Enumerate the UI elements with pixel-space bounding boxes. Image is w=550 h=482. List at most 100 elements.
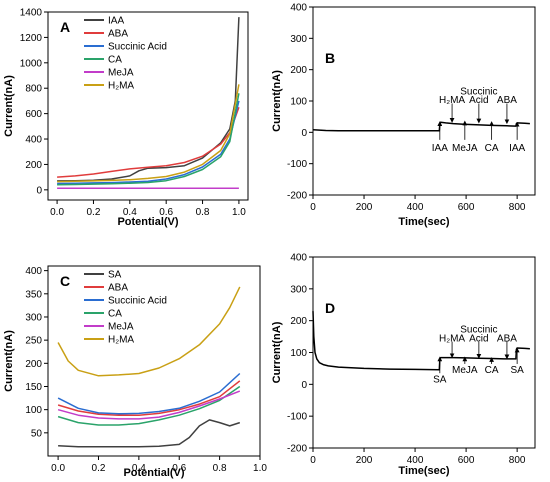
annotation-label: Acid	[469, 95, 488, 106]
y-tick-label: 1200	[20, 33, 43, 44]
y-tick-label: 0	[36, 185, 42, 196]
panel-label: D	[325, 300, 335, 316]
legend-entry: SA	[108, 270, 122, 281]
x-tick-label: 0.0	[50, 207, 64, 218]
x-tick-label: 800	[509, 455, 526, 466]
x-axis-label: Potential(V)	[123, 467, 184, 479]
y-tick-label: 200	[290, 65, 307, 76]
y-tick-label: 400	[25, 266, 42, 277]
y-tick-label: 400	[290, 253, 307, 264]
y-tick-label: 150	[25, 382, 42, 393]
x-axis-label: Potential(V)	[117, 216, 178, 228]
legend-entry: ABA	[108, 283, 128, 294]
y-tick-label: 250	[25, 336, 42, 347]
plot-frame	[312, 256, 536, 449]
x-tick-label: 0	[310, 202, 316, 213]
y-tick-label: -100	[287, 159, 307, 170]
x-tick-label: 0.4	[132, 463, 146, 474]
plot-frame	[47, 11, 249, 201]
x-tick-label: 200	[356, 202, 373, 213]
y-tick-label: 400	[25, 135, 42, 146]
y-axis-label: Current(nA)	[3, 75, 15, 137]
annotation-label: Succinic	[460, 324, 497, 335]
x-axis-label: Time(sec)	[398, 216, 449, 228]
y-tick-label: 200	[25, 160, 42, 171]
y-tick-label: 100	[290, 97, 307, 108]
y-tick-label: 1400	[20, 8, 43, 19]
x-tick-label: 1.0	[232, 207, 246, 218]
x-axis-label: Time(sec)	[398, 465, 449, 477]
legend-entry: CA	[108, 309, 122, 320]
y-tick-label: -100	[287, 412, 307, 423]
x-tick-label: 0.4	[123, 207, 137, 218]
x-tick-label: 600	[458, 455, 475, 466]
y-tick-label: 100	[290, 348, 307, 359]
legend-entry: ABA	[108, 29, 128, 40]
legend-entry: H₂MA	[108, 81, 134, 92]
x-tick-label: 0.8	[196, 207, 210, 218]
legend-entry: H₂MA	[108, 335, 134, 346]
panel-label: B	[325, 50, 335, 66]
chart-panel-b: 0 200 400 600 800 -200 -100 0 100 200 300 400 Time(s…	[271, 3, 536, 228]
annotation-label: IAA	[509, 143, 525, 154]
y-tick-label: 800	[25, 84, 42, 95]
annotation-label: ABA	[497, 95, 517, 106]
legend-entry: Succinic Acid	[108, 296, 167, 307]
legend-entry: MeJA	[108, 68, 134, 79]
x-tick-label: 800	[509, 202, 526, 213]
x-tick-label: 600	[458, 202, 475, 213]
series-line	[57, 84, 240, 183]
x-tick-label: 1.0	[253, 463, 267, 474]
annotation-label: Succinic	[460, 86, 497, 97]
y-tick-label: -200	[287, 444, 307, 455]
chart-panel-a: 0.0 0.2 0.4 0.6 0.8 1.0 0 200 400 600 800 1000 1200 1…	[3, 8, 249, 228]
x-tick-label: 200	[356, 455, 373, 466]
y-tick-label: 300	[290, 284, 307, 295]
plot-frame	[47, 265, 261, 457]
y-tick-label: 0	[301, 380, 307, 391]
x-tick-label: 400	[407, 202, 424, 213]
y-tick-label: 200	[290, 316, 307, 327]
annotation-label: SA	[433, 375, 447, 386]
y-tick-label: 400	[290, 3, 307, 14]
y-tick-label: 50	[31, 428, 43, 439]
annotation-label: SA	[510, 365, 524, 376]
y-tick-label: 1000	[20, 58, 43, 69]
legend-entry: CA	[108, 55, 122, 66]
y-axis-label: Current(nA)	[3, 330, 15, 392]
legend-entry: IAA	[108, 16, 124, 27]
x-tick-label: 0.2	[87, 207, 101, 218]
y-tick-label: 600	[25, 109, 42, 120]
y-tick-label: 200	[25, 359, 42, 370]
series-line	[57, 100, 240, 185]
x-tick-label: 0	[310, 455, 316, 466]
series-line	[58, 419, 241, 448]
series-line	[57, 385, 241, 426]
series-line	[57, 390, 241, 420]
y-tick-label: 0	[301, 128, 307, 139]
annotation-label: ABA	[497, 333, 517, 344]
annotation-label: H₂MA	[439, 95, 465, 106]
y-tick-label: 300	[290, 34, 307, 45]
x-tick-label: 0.0	[51, 463, 65, 474]
x-tick-label: 0.6	[159, 207, 173, 218]
x-tick-label: 0.8	[213, 463, 227, 474]
annotation-label: H₂MA	[439, 333, 465, 344]
series-line	[312, 121, 530, 132]
y-tick-label: 300	[25, 312, 42, 323]
chart-panel-d: 0 200 400 600 800-200-1000100200300400Time(s…	[271, 253, 536, 477]
y-axis-label: Current(nA)	[271, 70, 283, 132]
panel-label: A	[60, 19, 70, 35]
x-tick-label: 400	[407, 455, 424, 466]
series-line	[57, 107, 240, 178]
legend-entry: Succinic Acid	[108, 42, 167, 53]
annotation-label: MeJA	[452, 365, 478, 376]
annotation-label: MeJA	[452, 143, 478, 154]
annotation-label: Acid	[469, 333, 488, 344]
panel-label: C	[60, 273, 70, 289]
annotation-label: CA	[485, 365, 499, 376]
series-line	[57, 93, 240, 186]
annotation-label: CA	[485, 143, 499, 154]
x-tick-label: 0.6	[172, 463, 186, 474]
